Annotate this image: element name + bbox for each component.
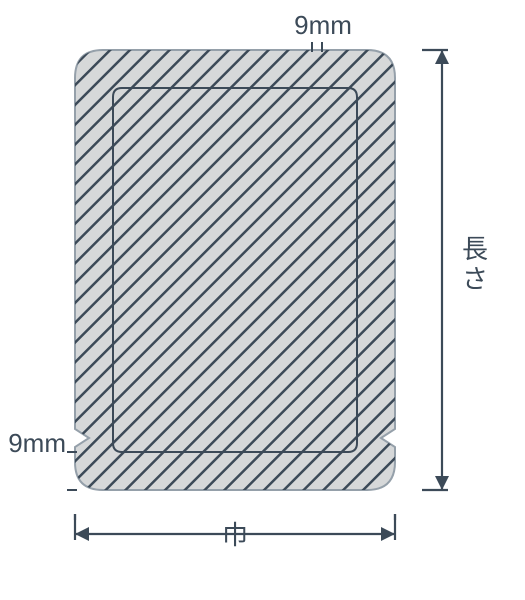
height-dimension xyxy=(422,50,449,490)
packaging-diagram: 9mm 9mm 巾 長 さ xyxy=(0,0,525,600)
bottom-seal-label: 9mm xyxy=(8,428,66,458)
height-dimension-label-char1: 長 xyxy=(462,234,488,264)
height-dimension-label-char2: さ xyxy=(462,264,488,294)
seal-hatching xyxy=(0,0,525,600)
top-seal-label: 9mm xyxy=(294,10,352,40)
width-dimension-label: 巾 xyxy=(222,520,248,550)
